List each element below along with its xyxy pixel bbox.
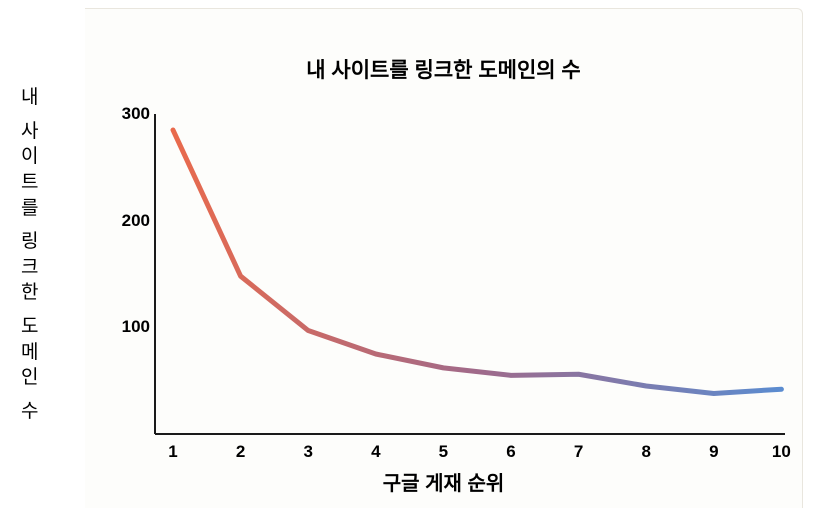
chart-title: 내 사이트를 링크한 도메인의 수	[85, 54, 802, 84]
chart-svg	[155, 104, 785, 434]
x-tick-label: 4	[371, 442, 380, 462]
x-tick-label: 3	[303, 442, 312, 462]
x-tick-label: 7	[574, 442, 583, 462]
plot-area: 10020030012345678910	[155, 104, 785, 434]
x-tick-label: 2	[236, 442, 245, 462]
x-axis-label: 구글 게재 순위	[85, 467, 802, 496]
x-tick-label: 1	[168, 442, 177, 462]
y-tick-label: 300	[100, 104, 150, 124]
chart-box: 내 사이트를 링크한 도메인의 수 구글 게재 순위 1002003001234…	[85, 8, 803, 508]
y-tick-label: 200	[100, 211, 150, 231]
chart-container: 내 사이트를 링크한 도메인 수 내 사이트를 링크한 도메인의 수 구글 게재…	[0, 0, 821, 519]
y-axis-label-vertical: 내 사이트를 링크한 도메인 수	[20, 85, 40, 425]
x-tick-label: 8	[641, 442, 650, 462]
x-tick-label: 9	[709, 442, 718, 462]
x-tick-label: 10	[772, 442, 791, 462]
y-tick-label: 100	[100, 317, 150, 337]
x-tick-label: 5	[439, 442, 448, 462]
data-line	[173, 130, 781, 393]
x-tick-label: 6	[506, 442, 515, 462]
